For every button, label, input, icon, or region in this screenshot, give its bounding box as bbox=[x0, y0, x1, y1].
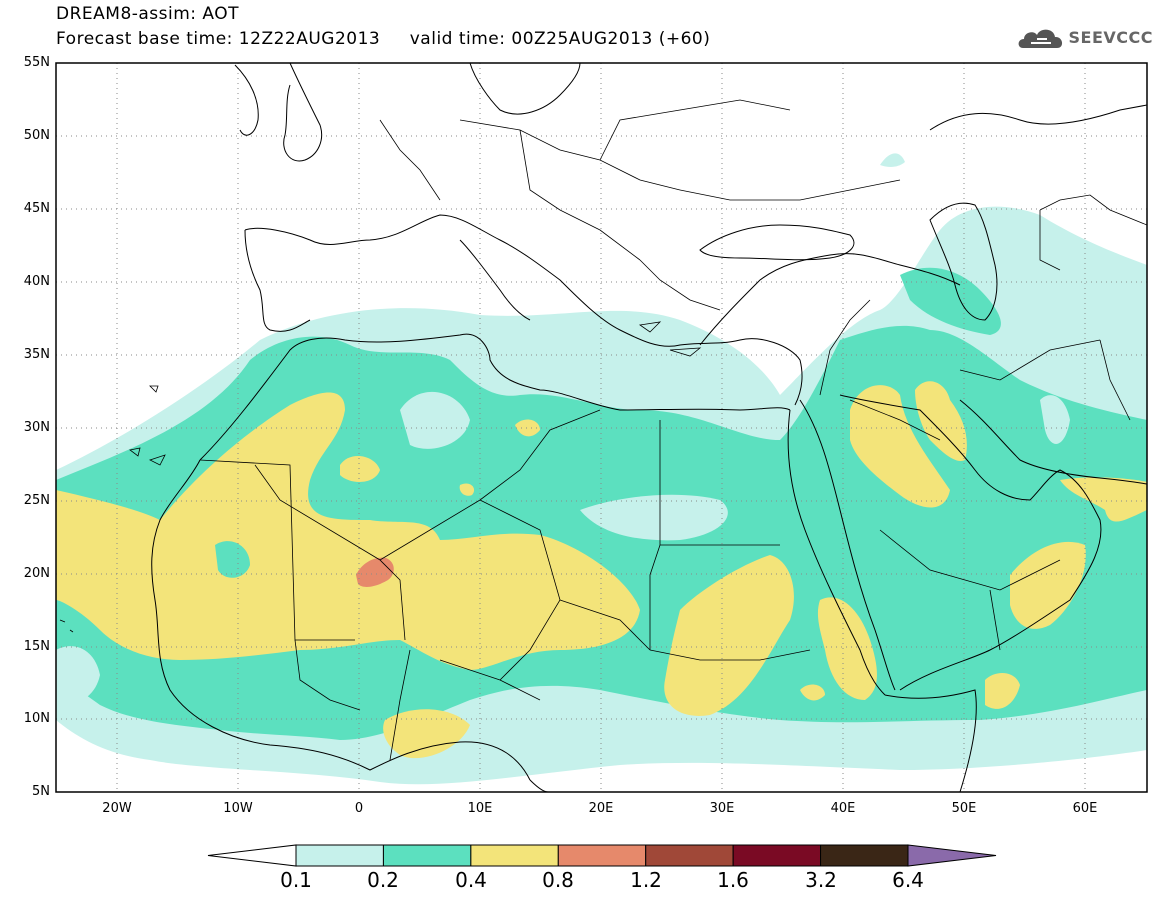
colorbar-label: 0.4 bbox=[455, 868, 487, 892]
map-subtitle: Forecast base time: 12Z22AUG2013 valid t… bbox=[56, 29, 711, 49]
lat-label-40n: 40N bbox=[23, 274, 50, 289]
lat-label-10n: 10N bbox=[23, 711, 50, 726]
map-title: DREAM8-assim: AOT bbox=[56, 4, 240, 24]
lon-label-10w: 10W bbox=[223, 801, 253, 816]
colorbar-label: 1.2 bbox=[630, 868, 662, 892]
lon-label-60e: 60E bbox=[1072, 801, 1098, 816]
colorbar-label: 6.4 bbox=[892, 868, 924, 892]
colorbar-swatch bbox=[732, 844, 822, 867]
colorbar-arrow-high bbox=[907, 844, 997, 867]
colorbar-swatch bbox=[820, 844, 909, 867]
aot-hole-green bbox=[215, 541, 250, 578]
lat-label-55n: 55N bbox=[23, 55, 50, 70]
lon-label-40e: 40E bbox=[830, 801, 856, 816]
lat-label-50n: 50N bbox=[23, 128, 50, 143]
aot-band-0.8-1.2 bbox=[356, 557, 394, 587]
lat-label-25n: 25N bbox=[23, 493, 50, 508]
lat-label-15n: 15N bbox=[23, 639, 50, 654]
map-frame bbox=[55, 62, 1148, 793]
lon-label-50e: 50E bbox=[951, 801, 977, 816]
colorbar-label: 0.1 bbox=[280, 868, 312, 892]
colorbar-swatch bbox=[295, 844, 384, 867]
logo-text: SEEVCCC bbox=[1068, 27, 1153, 47]
lon-label-0: 0 bbox=[354, 801, 364, 816]
lon-label-10e: 10E bbox=[467, 801, 493, 816]
lat-label-30n: 30N bbox=[23, 420, 50, 435]
islands bbox=[59, 321, 702, 633]
lon-label-30e: 30E bbox=[709, 801, 735, 816]
lat-label-20n: 20N bbox=[23, 566, 50, 581]
colorbar-swatch bbox=[645, 844, 734, 867]
colorbar-label: 3.2 bbox=[805, 868, 837, 892]
colorbar-label: 0.8 bbox=[542, 868, 574, 892]
lon-label-20w: 20W bbox=[102, 801, 132, 816]
country-borders bbox=[199, 99, 1147, 761]
lat-label-5n: 5N bbox=[32, 784, 50, 799]
colorbar-swatch bbox=[382, 844, 472, 867]
colorbar-label: 0.2 bbox=[367, 868, 399, 892]
colorbar-label: 1.6 bbox=[717, 868, 749, 892]
seevccc-logo: SEEVCCC bbox=[1017, 24, 1154, 50]
aot-holes bbox=[56, 391, 1070, 704]
cloud-logo-icon bbox=[1018, 29, 1062, 48]
colorbar-swatch bbox=[470, 844, 559, 867]
lon-label-20e: 20E bbox=[588, 801, 614, 816]
colorbar-swatch bbox=[557, 844, 647, 867]
lat-label-35n: 35N bbox=[23, 347, 50, 362]
lat-lon-grid bbox=[56, 63, 1147, 792]
colorbar-arrow-low bbox=[207, 844, 297, 867]
lat-label-45n: 45N bbox=[23, 201, 50, 216]
